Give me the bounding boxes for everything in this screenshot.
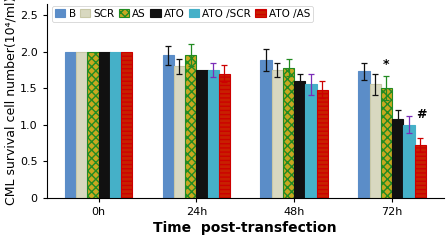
Bar <box>283 68 294 198</box>
Bar <box>99 52 110 198</box>
Bar <box>196 70 207 198</box>
Y-axis label: CML survival cell number(10⁴/ml): CML survival cell number(10⁴/ml) <box>4 0 17 205</box>
Bar <box>121 52 132 198</box>
Bar <box>271 70 283 198</box>
Bar <box>317 90 328 198</box>
Bar <box>294 81 306 198</box>
Bar <box>219 74 230 198</box>
Bar <box>306 84 317 198</box>
Bar <box>76 52 87 198</box>
Bar <box>87 52 99 198</box>
Bar <box>110 52 121 198</box>
X-axis label: Time  post-transfection: Time post-transfection <box>154 221 337 235</box>
Bar <box>358 71 370 198</box>
Bar <box>381 88 392 198</box>
Bar <box>392 119 403 198</box>
Bar <box>414 145 426 198</box>
Text: *: * <box>383 58 389 71</box>
Text: #: # <box>416 108 426 121</box>
Legend: B, SCR, AS, ATO, ATO /SCR, ATO /AS: B, SCR, AS, ATO, ATO /SCR, ATO /AS <box>52 5 313 22</box>
Bar <box>370 84 381 198</box>
Bar <box>163 55 174 198</box>
Bar <box>174 66 185 198</box>
Bar <box>403 125 414 198</box>
Bar <box>185 55 196 198</box>
Bar <box>207 70 219 198</box>
Bar <box>65 52 76 198</box>
Bar <box>260 60 271 198</box>
